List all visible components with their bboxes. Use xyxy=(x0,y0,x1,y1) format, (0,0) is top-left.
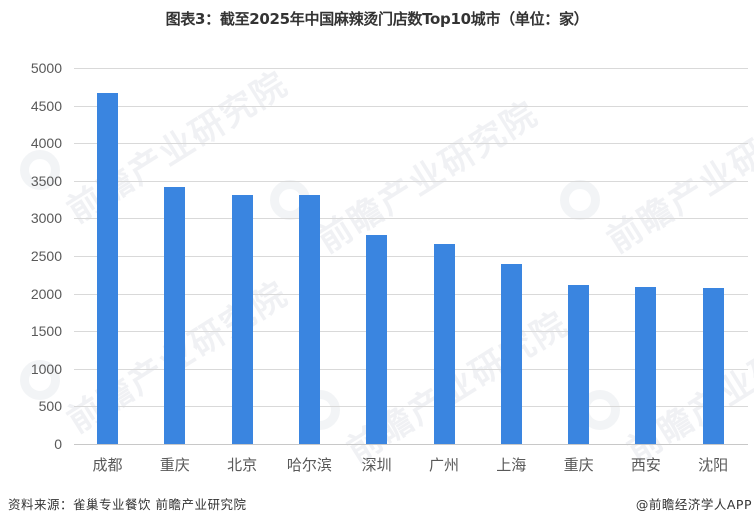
y-tick-label: 2000 xyxy=(30,286,62,302)
gridline xyxy=(74,331,748,332)
watermark: 前瞻产业研究院 xyxy=(600,93,754,262)
chart-title: 图表3：截至2025年中国麻辣烫门店数Top10城市（单位：家） xyxy=(165,10,589,28)
bar xyxy=(97,92,118,444)
gridline xyxy=(74,369,748,370)
gridline xyxy=(74,294,748,295)
x-tick-label: 西安 xyxy=(630,456,661,474)
x-tick-label: 广州 xyxy=(428,456,459,474)
x-tick-label: 哈尔滨 xyxy=(286,456,332,474)
bar xyxy=(500,263,522,444)
x-tick-label: 成都 xyxy=(92,456,123,474)
y-tick-label: 500 xyxy=(38,398,62,414)
source-note: 资料来源：雀巢专业餐饮 前瞻产业研究院 xyxy=(8,497,247,512)
bar xyxy=(164,186,186,444)
y-tick-label: 0 xyxy=(54,436,62,452)
bar xyxy=(231,195,253,444)
credit-note: @前瞻经济学人APP xyxy=(635,497,752,512)
gridline xyxy=(74,181,748,182)
bar xyxy=(568,284,590,444)
bar xyxy=(635,286,657,444)
x-tick-label: 重庆 xyxy=(563,456,594,474)
bar xyxy=(433,243,455,444)
gridline xyxy=(74,106,748,107)
x-tick-label: 沈阳 xyxy=(698,456,729,474)
gridline xyxy=(74,406,748,407)
y-tick-label: 1000 xyxy=(30,361,62,377)
gridline xyxy=(74,218,748,219)
bar xyxy=(298,195,320,444)
y-tick-label: 4000 xyxy=(30,135,62,151)
y-tick-label: 3500 xyxy=(30,173,62,189)
x-tick-label: 上海 xyxy=(496,456,527,474)
gridline xyxy=(74,143,748,144)
y-tick-label: 4500 xyxy=(30,98,62,114)
y-tick-label: 1500 xyxy=(30,323,62,339)
x-tick-label: 重庆 xyxy=(159,456,190,474)
y-tick-label: 3000 xyxy=(30,210,62,226)
gridline xyxy=(74,68,748,69)
y-tick-label: 2500 xyxy=(30,248,62,264)
watermark: 前瞻产业研究院 xyxy=(310,93,546,262)
bar xyxy=(702,287,724,444)
gridline xyxy=(74,256,748,257)
watermark-logo-icon xyxy=(560,180,600,220)
y-tick-label: 5000 xyxy=(30,60,62,76)
x-tick-label: 北京 xyxy=(227,456,258,474)
x-axis-line xyxy=(74,444,748,445)
bar xyxy=(366,234,388,444)
x-tick-label: 深圳 xyxy=(361,456,392,474)
